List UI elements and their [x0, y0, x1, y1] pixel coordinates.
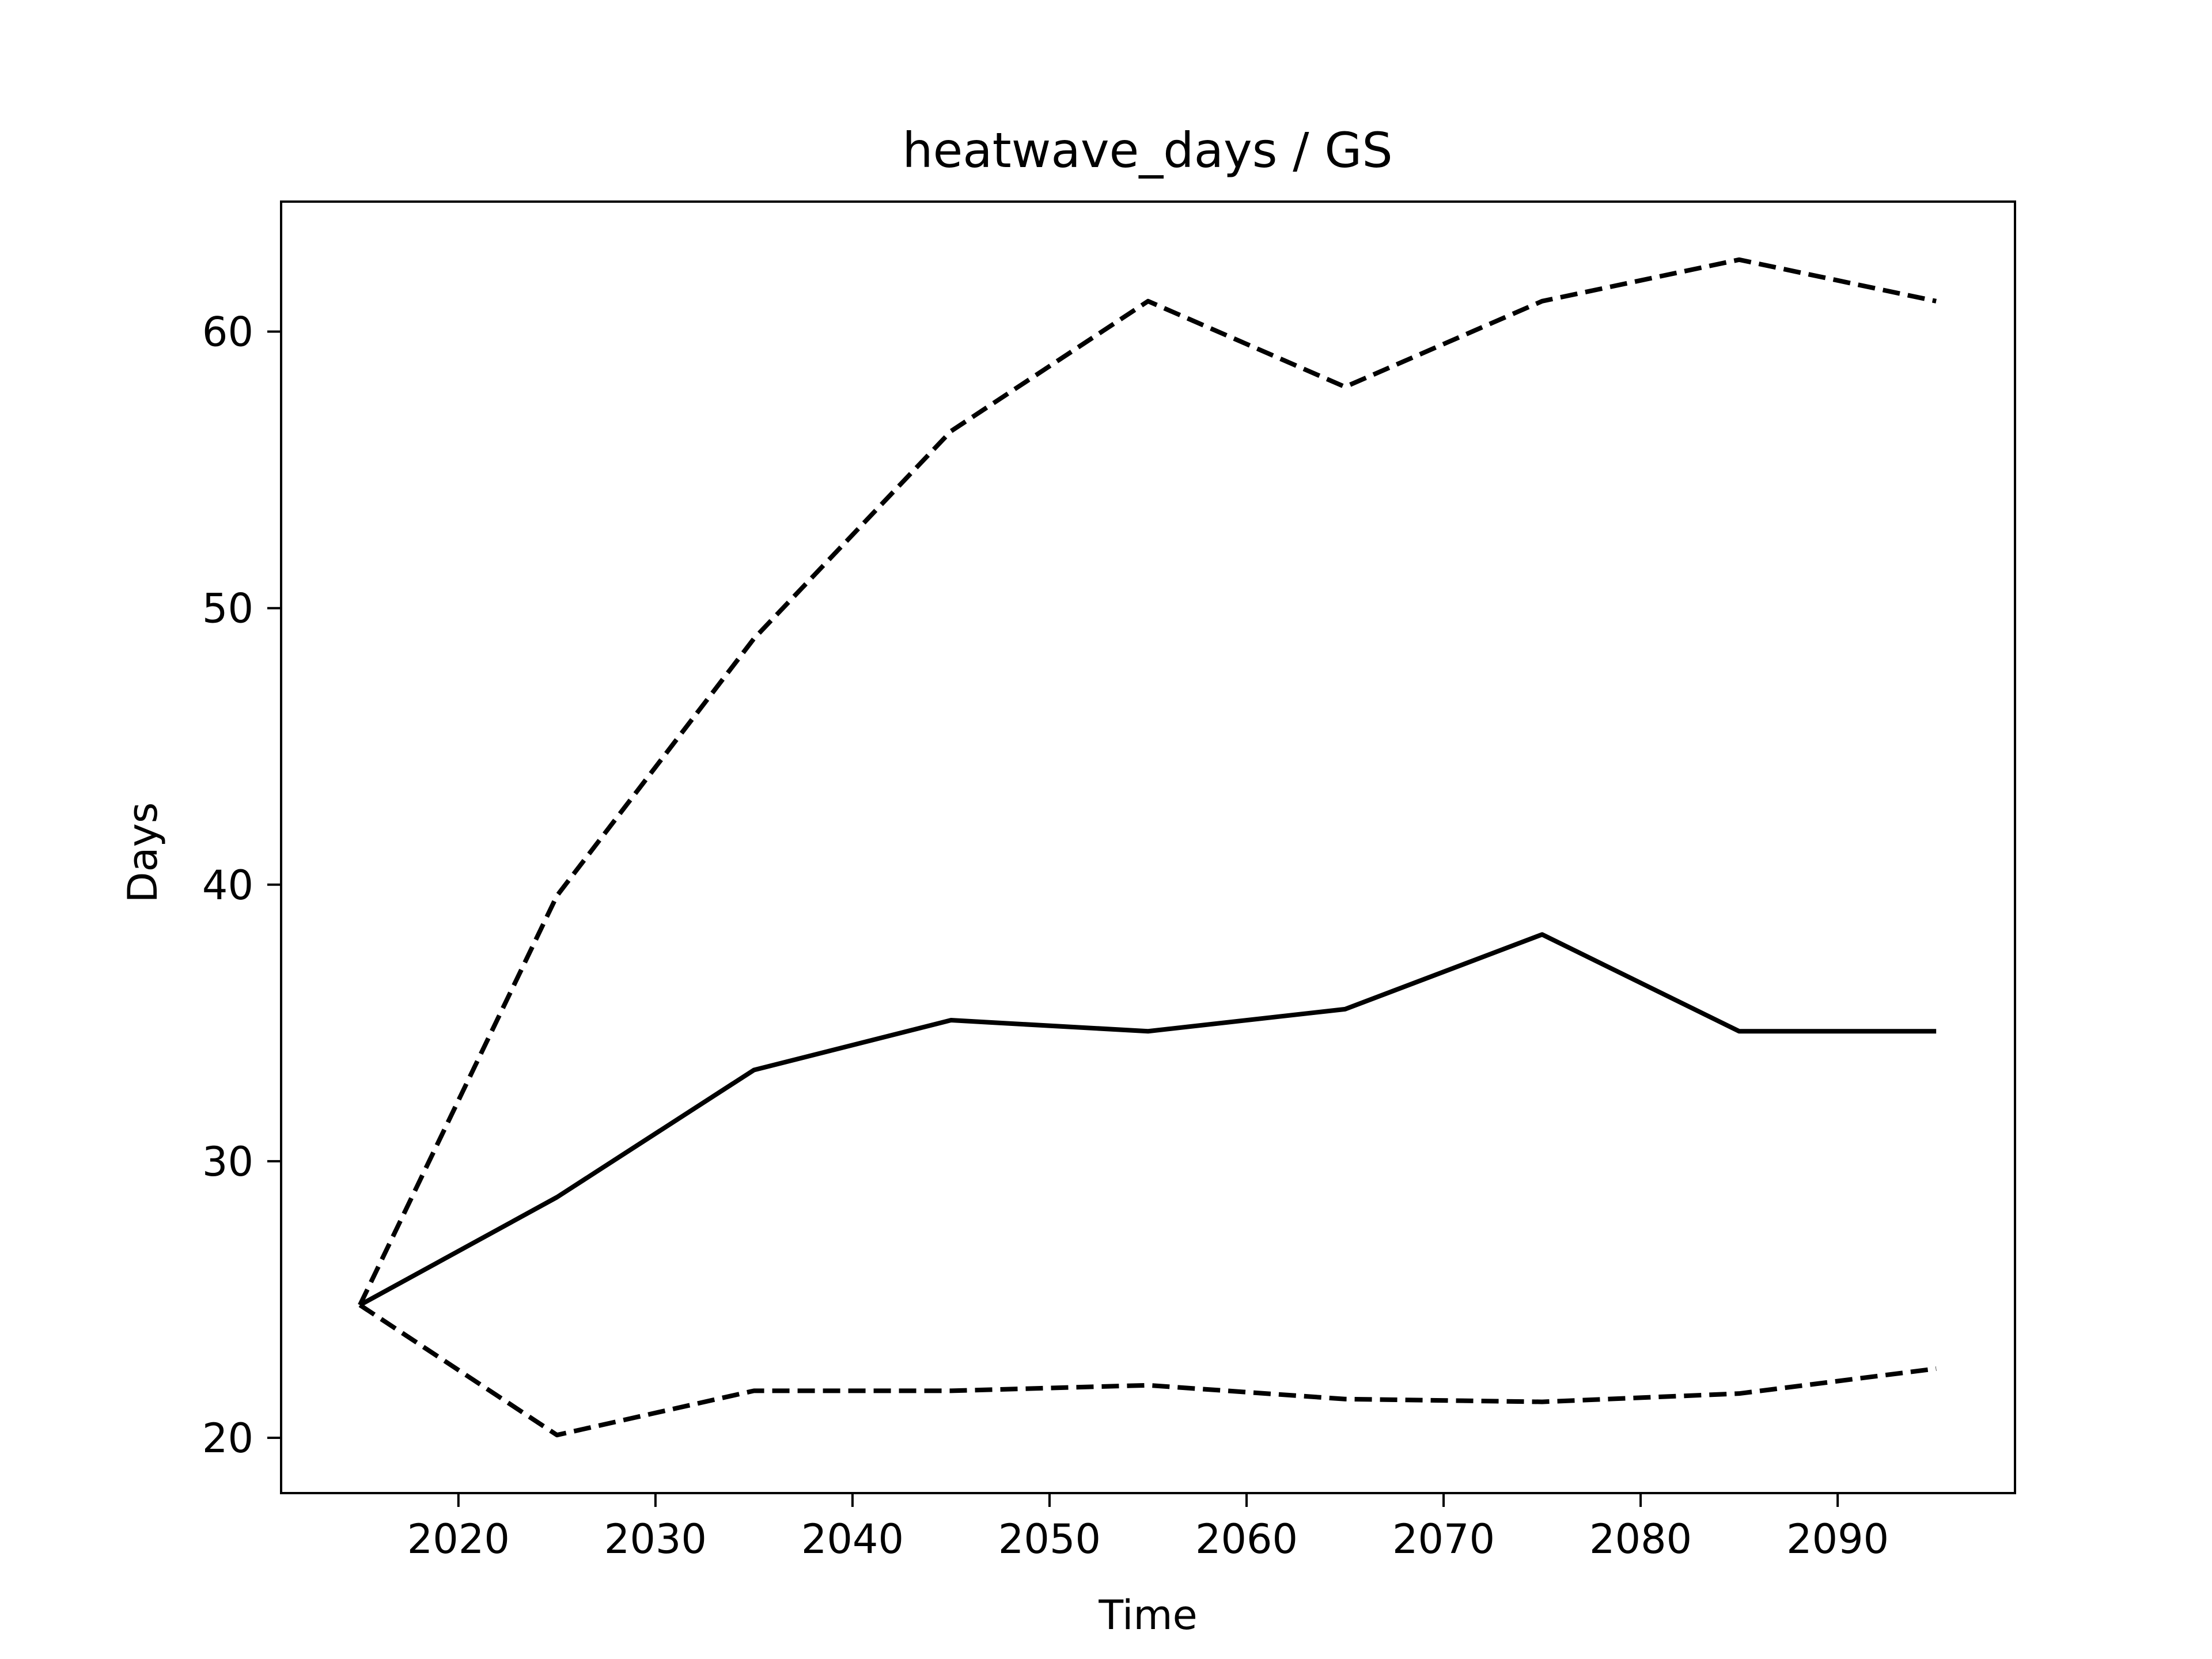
- x-tick-label: 2050: [998, 1516, 1101, 1563]
- y-tick-label: 20: [202, 1415, 253, 1462]
- series-line-1: [358, 932, 1937, 1308]
- x-tick-label: 2060: [1195, 1516, 1298, 1563]
- x-tick-label: 2040: [801, 1516, 904, 1563]
- series-line-2: [358, 257, 1937, 1306]
- x-axis-label: Time: [1098, 1592, 1197, 1639]
- x-tick-label: 2080: [1589, 1516, 1692, 1563]
- tick-layer: 2020 2030 2040 2050 2060 2070 2080 209020304050…: [202, 309, 1889, 1563]
- y-tick-label: 30: [202, 1138, 253, 1185]
- x-tick-label: 2090: [1786, 1516, 1889, 1563]
- chart-title: heatwave_days / GS: [902, 122, 1392, 179]
- x-tick-label: 2030: [604, 1516, 707, 1563]
- y-axis-label: Days: [119, 802, 166, 903]
- plot-frame: [280, 200, 2016, 1494]
- series-line-3: [358, 1303, 1937, 1438]
- y-tick-label: 40: [202, 862, 253, 909]
- x-tick-label: 2020: [407, 1516, 510, 1563]
- y-tick-label: 60: [202, 309, 253, 356]
- x-tick-label: 2070: [1392, 1516, 1495, 1563]
- y-tick-label: 50: [202, 585, 253, 632]
- series-layer: [358, 257, 1937, 1438]
